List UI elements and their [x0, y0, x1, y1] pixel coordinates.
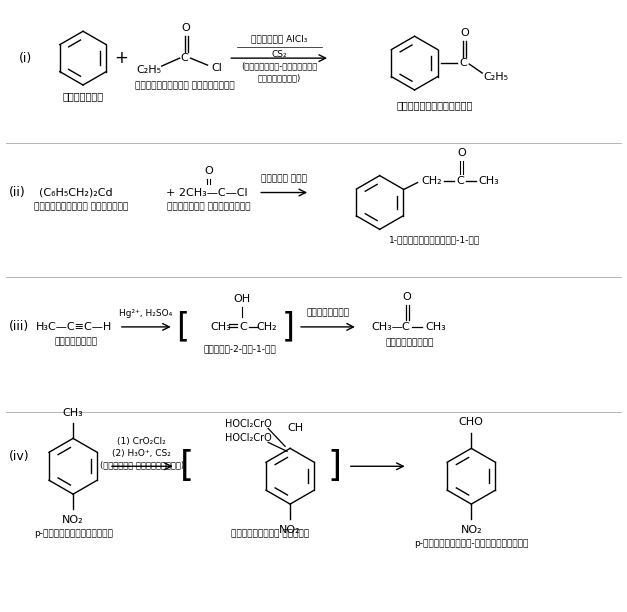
- Text: O: O: [402, 292, 411, 302]
- Text: CH₃—: CH₃—: [372, 322, 404, 332]
- Text: (iv): (iv): [9, 450, 30, 463]
- Text: H₃C—C≡C—H: H₃C—C≡C—H: [36, 322, 112, 332]
- Text: C: C: [460, 58, 467, 68]
- Text: C: C: [456, 176, 464, 185]
- Text: (एटार्ड अभिक्रिया): (एटार्ड अभिक्रिया): [100, 461, 184, 470]
- Text: CH₂: CH₂: [256, 322, 277, 332]
- Text: निर्जल AlCl₃: निर्जल AlCl₃: [251, 35, 307, 43]
- Text: O: O: [181, 23, 190, 33]
- Text: OH: OH: [234, 294, 251, 304]
- Text: 1-बेन्जिलएथेन-1-ऑन: 1-बेन्जिलएथेन-1-ऑन: [389, 236, 480, 245]
- Text: O: O: [457, 147, 466, 158]
- Text: मध्यवर्ती यौगिक: मध्यवर्ती यौगिक: [231, 529, 309, 539]
- Text: [: [: [179, 449, 194, 483]
- Text: डाइबेन्जिल कैडमियम: डाइबेन्जिल कैडमियम: [34, 202, 128, 211]
- Text: एथेनोइल क्लोराइड: एथेनोइल क्लोराइड: [167, 202, 250, 211]
- Text: CH₃: CH₃: [425, 322, 446, 332]
- Text: एसीलीकरण): एसीलीकरण): [258, 73, 301, 83]
- Text: HOCl₂CrO: HOCl₂CrO: [225, 433, 272, 444]
- Text: NO₂: NO₂: [62, 515, 84, 525]
- Text: प्रोपेनोइल क्लोराइड: प्रोपेनोइल क्लोराइड: [135, 81, 234, 91]
- Text: शुष्क ईथर: शुष्क ईथर: [261, 174, 307, 183]
- Text: CS₂: CS₂: [271, 50, 287, 59]
- Text: + 2CH₃—C—Cl: + 2CH₃—C—Cl: [166, 187, 247, 198]
- Text: CH₃: CH₃: [479, 176, 500, 185]
- Text: [: [: [176, 310, 189, 343]
- Text: ]: ]: [282, 310, 295, 343]
- Text: CH: CH: [287, 424, 303, 433]
- Text: (iii): (iii): [9, 321, 29, 334]
- Text: प्रोपेनोन: प्रोपेनोन: [386, 338, 434, 348]
- Text: O: O: [460, 28, 469, 38]
- Text: NO₂: NO₂: [279, 525, 301, 535]
- Text: p-नाइट्रोबे-जैल्डिहाइड: p-नाइट्रोबे-जैल्डिहाइड: [414, 539, 529, 548]
- Text: C₂H₅: C₂H₅: [136, 65, 161, 75]
- Text: HOCl₂CrO: HOCl₂CrO: [225, 419, 272, 430]
- Text: Cl: Cl: [211, 63, 222, 73]
- Text: बेन्जीन: बेन्जीन: [63, 91, 103, 101]
- Text: C₂H₅: C₂H₅: [483, 72, 508, 82]
- Text: O: O: [204, 166, 213, 176]
- Text: चलावयवता: चलावयवता: [307, 308, 349, 318]
- Text: CH₃: CH₃: [211, 322, 231, 332]
- Text: Hg²⁺, H₂SO₄: Hg²⁺, H₂SO₄: [119, 310, 172, 318]
- Text: (1) CrO₂Cl₂: (1) CrO₂Cl₂: [117, 437, 166, 446]
- Text: (फ्रीडेल-क्राफ्ट: (फ्रीडेल-क्राफ्ट: [241, 62, 317, 70]
- Text: NO₂: NO₂: [460, 525, 482, 535]
- Text: CHO: CHO: [459, 417, 484, 427]
- Text: प्रोप-2-ऑल-1-ईन: प्रोप-2-ऑल-1-ईन: [204, 345, 277, 353]
- Text: प्रोपाइन: प्रोपाइन: [55, 337, 98, 346]
- Text: ]: ]: [328, 449, 342, 483]
- Text: (2) H₃O⁺, CS₂: (2) H₃O⁺, CS₂: [112, 449, 171, 458]
- Text: C: C: [181, 53, 189, 63]
- Text: (ii): (ii): [9, 186, 26, 199]
- Text: (i): (i): [19, 51, 33, 65]
- Text: C: C: [402, 322, 409, 332]
- Text: CH₃: CH₃: [63, 408, 83, 417]
- Text: +: +: [114, 49, 128, 67]
- Text: C: C: [240, 322, 247, 332]
- Text: (C₆H₅CH₂)₂Cd: (C₆H₅CH₂)₂Cd: [40, 187, 113, 198]
- Text: प्रोपियोफीनोन: प्रोपियोफीनोन: [396, 100, 473, 110]
- Text: p-नाइट्रोटॉलूईन: p-नाइट्रोटॉलूईन: [34, 529, 112, 539]
- Text: CH₂: CH₂: [421, 176, 442, 185]
